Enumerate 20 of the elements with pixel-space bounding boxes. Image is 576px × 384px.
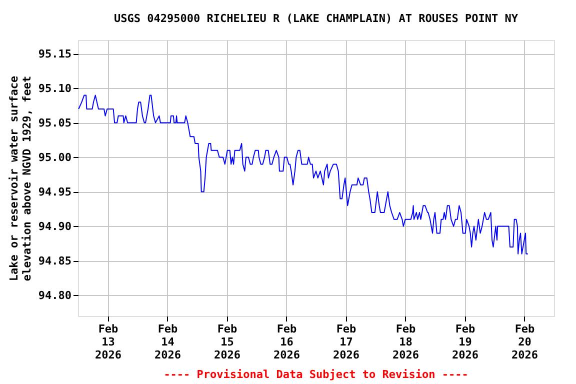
x-tick-label: Feb 15 2026 <box>214 322 241 362</box>
line-series <box>78 94 528 254</box>
chart-title: USGS 04295000 RICHELIEU R (LAKE CHAMPLAIN) AT ROUSES POINT NY <box>114 12 518 25</box>
y-tick-label: 94.90 <box>38 220 72 233</box>
x-tick-label: Feb 14 2026 <box>154 322 182 362</box>
y-axis-title: Lake or reservoir water surface elevation above NGVD 1929, feet <box>7 75 34 282</box>
x-tick-label: Feb 19 2026 <box>452 322 479 362</box>
y-tick-label: 94.85 <box>38 254 72 268</box>
x-tick-label: Feb 16 2026 <box>274 322 300 362</box>
text: ---- Provisional Data Subject to Revision ---- <box>164 368 468 381</box>
y-tick-label: 95.10 <box>38 82 72 95</box>
y-tick-label: 95.15 <box>38 47 72 60</box>
x-tick-label: Feb 17 2026 <box>333 322 360 362</box>
x-tick-label: Feb 18 2026 <box>392 322 420 362</box>
y-tick-label: 95.05 <box>38 116 72 130</box>
x-tick-label: Feb 13 2026 <box>95 322 122 362</box>
y-tick-label: 95.00 <box>38 150 72 164</box>
y-tick-label: 94.80 <box>38 288 72 302</box>
x-tick-label: Feb 20 2026 <box>512 322 538 362</box>
y-tick-label: 94.95 <box>38 185 72 198</box>
